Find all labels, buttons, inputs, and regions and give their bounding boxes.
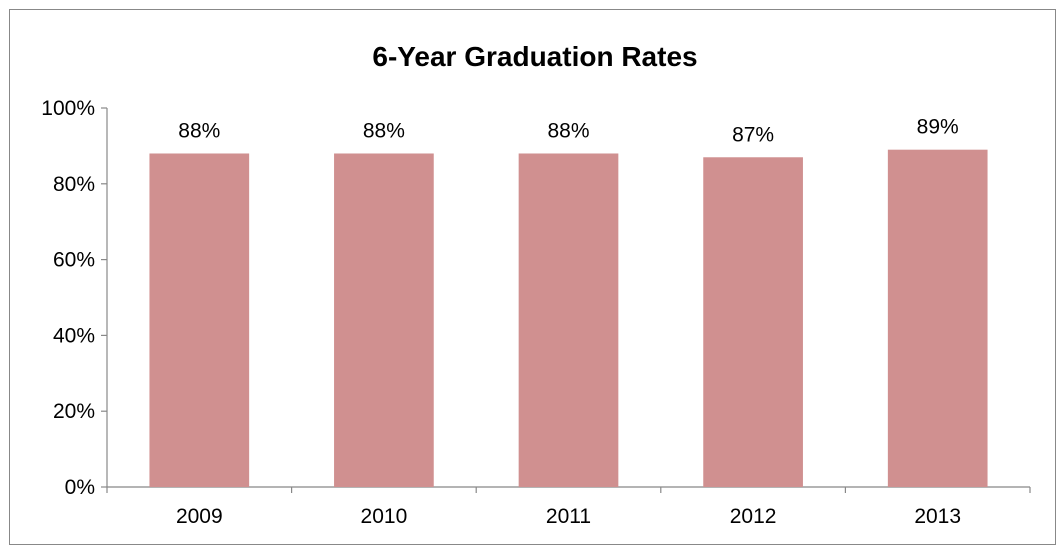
- x-tick-label: 2013: [914, 505, 961, 528]
- bar-2010: [334, 153, 434, 488]
- data-label-2013: 89%: [917, 116, 959, 139]
- y-tick-label: 60%: [53, 249, 95, 272]
- x-tick-label: 2009: [176, 505, 223, 528]
- data-label-2009: 88%: [178, 119, 220, 142]
- data-label-2012: 87%: [732, 123, 774, 146]
- data-labels: 88% 88% 88% 87% 89%: [178, 116, 958, 147]
- bar-2012: [703, 157, 803, 487]
- y-tick-label: 100%: [41, 97, 95, 120]
- y-tick-label: 40%: [53, 324, 95, 347]
- bar-2009: [149, 153, 250, 488]
- y-tick-label: 0%: [65, 476, 95, 499]
- data-label-2011: 88%: [547, 119, 589, 142]
- y-tick-label: 20%: [53, 400, 95, 423]
- x-tick-label: 2012: [730, 505, 777, 528]
- y-axis: 0% 20% 40% 60% 80% 100%: [41, 97, 108, 499]
- bar-2011: [518, 153, 619, 488]
- x-tick-label: 2010: [361, 505, 408, 528]
- x-tick-label: 2011: [546, 505, 591, 528]
- x-axis: 2009 2010 2011 2012 2013: [106, 486, 1031, 528]
- data-label-2010: 88%: [363, 119, 405, 142]
- chart-title: 6-Year Graduation Rates: [372, 41, 697, 72]
- bar-2013: [887, 149, 988, 487]
- y-tick-label: 80%: [53, 173, 95, 196]
- bars: [149, 149, 988, 488]
